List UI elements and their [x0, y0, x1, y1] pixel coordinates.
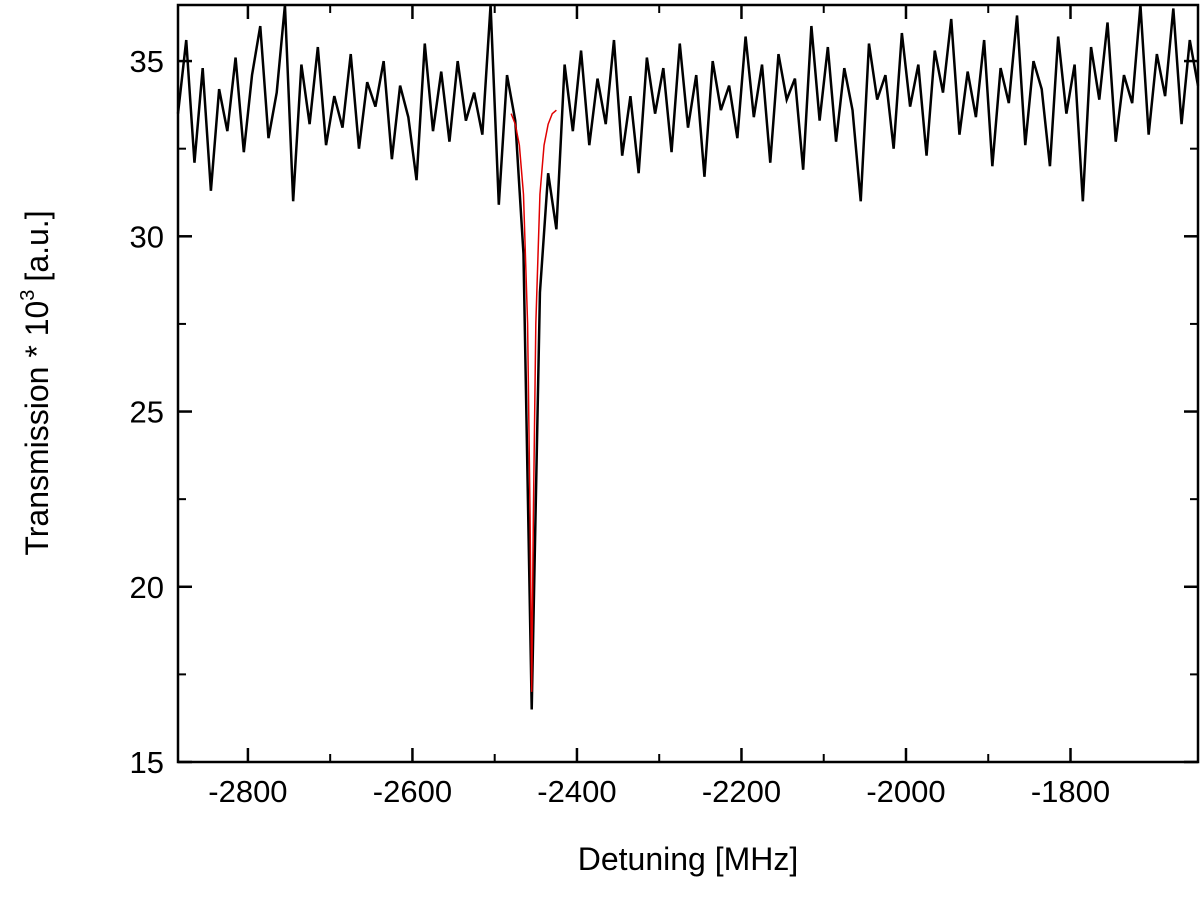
x-axis-title: Detuning [MHz]	[578, 841, 799, 877]
x-tick-label: -2800	[208, 774, 287, 809]
x-tick-label: -2600	[373, 774, 452, 809]
y-tick-label: 35	[130, 44, 164, 79]
y-axis-title: Transmission * 103 [a.u.]	[17, 210, 55, 555]
x-tick-label: -2400	[537, 774, 616, 809]
x-tick-label: -1800	[1031, 774, 1110, 809]
y-axis-title-superscript: 3	[17, 290, 39, 301]
data-line	[510, 109, 557, 692]
x-tick-label: -2000	[866, 774, 945, 809]
y-axis-title-text: Transmission * 10	[19, 301, 55, 556]
plot-frame	[176, 3, 1200, 764]
y-tick-label: 15	[130, 745, 164, 780]
y-tick-label: 20	[130, 570, 164, 605]
y-tick-label: 25	[130, 395, 164, 430]
data-line	[176, 4, 1200, 710]
x-tick-label: -2200	[702, 774, 781, 809]
y-axis-title-suffix: [a.u.]	[19, 210, 55, 281]
y-tick-label: 30	[130, 219, 164, 254]
